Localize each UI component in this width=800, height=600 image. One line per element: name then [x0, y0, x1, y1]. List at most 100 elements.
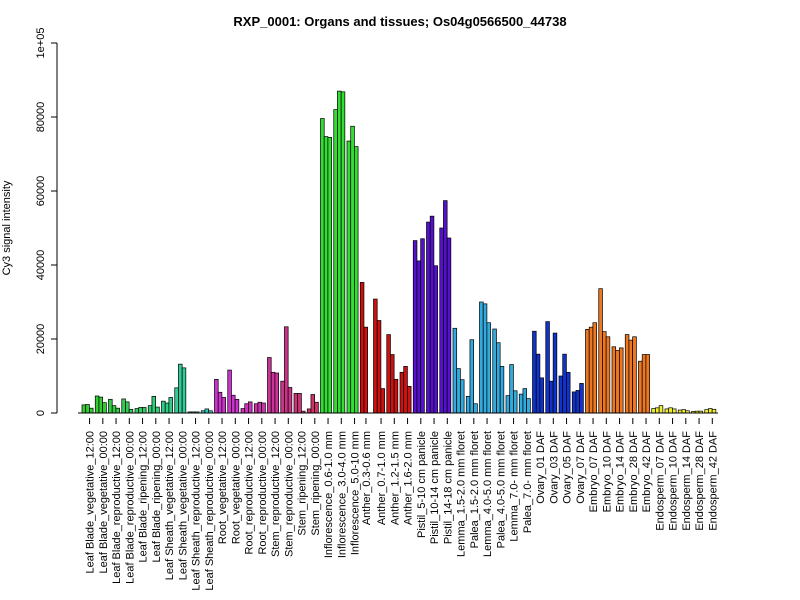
bar	[333, 109, 338, 414]
bar	[287, 387, 293, 414]
bar	[234, 398, 240, 414]
bar	[496, 342, 501, 414]
bar	[142, 407, 147, 414]
x-tick-label: Palea_4.0-5.0 mm floret	[495, 431, 507, 548]
x-tick-label: Pistil_14-18 cm panicle	[442, 431, 454, 544]
bar	[549, 380, 554, 414]
x-tick-label: Leaf Blade_vegetative_12:00	[85, 431, 97, 574]
x-tick-label: Ovary_01 DAF	[535, 431, 547, 504]
bar	[178, 363, 183, 414]
bar	[509, 364, 514, 414]
bar	[102, 402, 107, 414]
x-tick-label: Palea_7.0- mm floret	[522, 431, 534, 533]
bar	[645, 354, 650, 414]
bar	[711, 408, 717, 414]
bar	[651, 408, 656, 414]
x-tick-label: Lemma_1.5-2.0 mm floret	[456, 431, 468, 557]
bar	[632, 336, 637, 414]
bar	[672, 408, 677, 414]
chart-title: RXP_0001: Organs and tissues; Os04g05665…	[233, 14, 566, 29]
y-axis: 0 20000 40000 60000 80000 1e+05	[35, 28, 58, 416]
bar	[244, 403, 249, 414]
x-tick-labels: Leaf Blade_vegetative_12:00 Leaf Blade_ve…	[85, 418, 719, 591]
bar	[433, 265, 438, 414]
y-tick-label: 0	[35, 410, 47, 416]
bar	[668, 407, 673, 414]
bar	[373, 298, 378, 414]
bar	[486, 322, 491, 414]
bar	[426, 221, 431, 414]
bar	[306, 408, 312, 414]
bar	[664, 408, 670, 414]
x-tick-label: Ovary_07 DAF	[575, 431, 587, 504]
bar	[125, 401, 130, 414]
x-tick-label: Inflorescence_5.0-10 mm	[350, 431, 362, 555]
x-tick-label: Stem_reproductive_00:00	[283, 431, 295, 557]
x-tick-label: Endosperm_07 DAF	[654, 431, 666, 531]
bar	[579, 383, 584, 414]
bar	[270, 371, 276, 414]
bar	[134, 408, 140, 414]
x-tick-label: Ovary_03 DAF	[548, 431, 560, 504]
x-tick-label: Pistil_10-14 cm panicle	[429, 431, 441, 544]
bar	[420, 238, 425, 414]
y-tick-label: 60000	[35, 176, 47, 207]
x-tick-label: Embryo_28 DAF	[628, 431, 640, 513]
bar	[513, 390, 518, 414]
x-tick-label: Leaf Sheath_vegetative_00:00	[177, 431, 189, 580]
bar	[323, 136, 329, 414]
bar	[274, 372, 279, 414]
y-tick-label: 1e+05	[35, 28, 47, 59]
x-tick-label: Root_vegetative_00:00	[230, 431, 242, 544]
x-tick-label: Embryo_10 DAF	[601, 431, 613, 513]
bar	[363, 326, 369, 414]
x-tick-label: Ovary_05 DAF	[562, 431, 574, 504]
bar	[327, 137, 332, 414]
bar	[261, 402, 266, 414]
bar	[575, 390, 581, 414]
y-axis-label: Cy3 signal intensity	[1, 180, 13, 275]
bar	[108, 398, 113, 414]
bar	[217, 391, 223, 414]
x-tick-label: Leaf Blade_vegetative_00:00	[98, 431, 110, 574]
x-tick-label: Endosperm_10 DAF	[668, 431, 680, 531]
bar	[499, 366, 505, 414]
bar	[562, 353, 567, 414]
bar	[253, 403, 259, 414]
bar	[161, 400, 166, 414]
bar	[638, 360, 643, 414]
bar	[204, 408, 209, 414]
x-tick-label: Leaf Blade_ripening_12:00	[138, 431, 150, 563]
bar	[598, 288, 603, 414]
bar	[231, 394, 236, 414]
x-tick-label: Anther_0.3-0.6 mm	[361, 431, 373, 525]
bar	[340, 91, 346, 414]
bar	[359, 282, 365, 414]
x-tick-label: Root_reproductive_00:00	[257, 431, 269, 555]
x-tick-label: Leaf Blade_reproductive_12:00	[111, 431, 123, 584]
x-tick-label: Inflorescence_0.6-1.0 mm	[323, 431, 335, 558]
x-tick-label: Endosperm_28 DAF	[694, 431, 706, 531]
bar	[151, 396, 156, 414]
bar	[240, 408, 246, 414]
x-tick-label: Embryo_14 DAF	[615, 431, 627, 513]
y-tick-label: 40000	[35, 250, 47, 281]
bar	[393, 378, 399, 414]
bar	[164, 402, 170, 414]
bar	[412, 240, 418, 414]
bar	[115, 407, 120, 414]
bar	[386, 334, 391, 414]
bar	[571, 391, 577, 414]
bar	[539, 377, 544, 414]
x-tick-label: Root_reproductive_12:00	[244, 431, 256, 555]
bar	[479, 301, 484, 414]
y-tick-label: 80000	[35, 102, 47, 133]
x-tick-label: Anther_1.6-2.0 mm	[403, 431, 415, 525]
bar	[522, 388, 528, 414]
x-tick-label: Root_vegetative_12:00	[217, 431, 229, 544]
bar	[558, 375, 564, 414]
bar	[81, 404, 87, 414]
bar	[460, 379, 465, 414]
bar	[641, 354, 647, 414]
